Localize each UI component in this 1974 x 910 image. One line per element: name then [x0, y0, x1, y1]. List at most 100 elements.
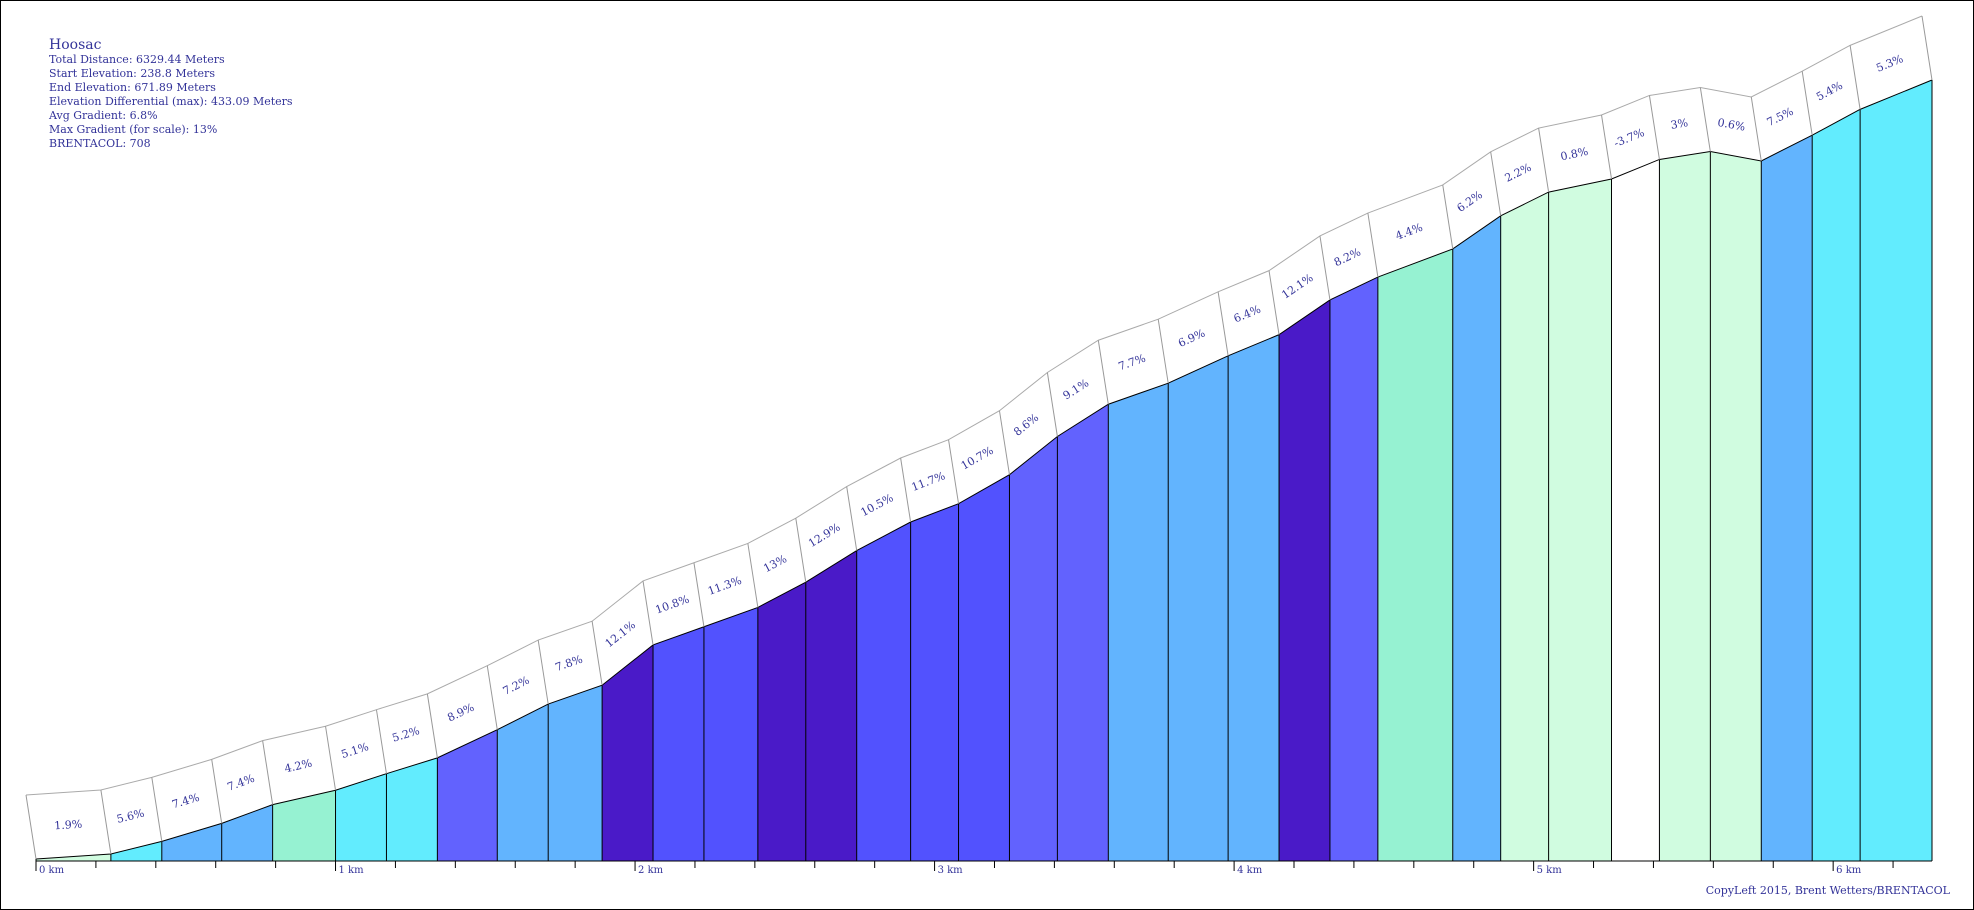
label-band-tick — [375, 709, 387, 774]
gradient-segment — [1659, 151, 1711, 862]
gradient-segment — [1452, 215, 1501, 861]
label-band-tick — [1097, 340, 1109, 405]
label-band-tick — [900, 457, 912, 523]
gradient-label: 6.9% — [1176, 327, 1207, 350]
label-band-tick — [1157, 319, 1169, 384]
profile-line — [35, 79, 1933, 860]
gradient-segment — [1611, 159, 1660, 861]
label-band-tick — [100, 789, 112, 855]
label-band-tick — [25, 794, 37, 860]
label-band-tick — [1319, 235, 1331, 301]
gradient-segment — [1761, 135, 1813, 862]
start-elevation: Start Elevation: 238.8 Meters — [49, 67, 215, 80]
gradient-label: 11.3% — [706, 574, 743, 598]
label-band-tick — [1849, 45, 1861, 110]
label-band-tick — [151, 777, 163, 842]
label-band-tick — [1601, 114, 1613, 180]
x-tick-label: 0 km — [39, 865, 65, 876]
total-distance: Total Distance: 6329.44 Meters — [49, 53, 225, 66]
gradient-segment — [958, 474, 1010, 861]
label-band-tick — [262, 740, 274, 805]
label-band-tick — [1217, 291, 1229, 356]
summary-panel: Hoosac Total Distance: 6329.44 Meters St… — [49, 37, 293, 151]
gradient-segment — [1108, 383, 1169, 861]
x-tick-label: 2 km — [638, 865, 664, 876]
x-tick-label: 6 km — [1836, 865, 1862, 876]
brentacol-score: BRENTACOL: 708 — [49, 137, 151, 150]
gradient-label: 12.9% — [806, 521, 843, 550]
avg-gradient: Avg Gradient: 6.8% — [49, 109, 158, 122]
gradient-label: 4.2% — [283, 757, 313, 776]
gradient-label: 10.5% — [859, 491, 896, 519]
label-band-tick — [1367, 212, 1379, 278]
gradient-label: 6.2% — [1455, 188, 1485, 215]
gradient-label: 10.7% — [959, 444, 996, 473]
label-band-tick — [1921, 15, 1933, 81]
x-tick-label: 5 km — [1537, 865, 1563, 876]
gradient-segment — [910, 503, 959, 861]
gradient-label: 11.7% — [910, 469, 947, 494]
gradient-segment — [161, 823, 222, 861]
gradient-segment — [1500, 192, 1549, 861]
label-band-tick — [642, 580, 654, 646]
gradient-label: 7.8% — [554, 653, 585, 675]
gradient-label: 8.9% — [445, 701, 476, 725]
gradient-segment — [1377, 248, 1453, 862]
gradient-segment — [1279, 299, 1330, 862]
gradient-label: 5.3% — [1874, 52, 1905, 75]
gradient-label: 0.6% — [1717, 116, 1747, 134]
label-band-tick — [998, 410, 1010, 475]
label-band-tick — [426, 693, 438, 758]
x-tick-label: 3 km — [938, 865, 964, 876]
gradient-label: 5.6% — [115, 807, 145, 826]
gradient-segment — [703, 607, 758, 861]
gradient-segment — [1057, 404, 1109, 861]
gradient-label: 10.8% — [654, 593, 691, 617]
gradient-label: 5.2% — [391, 724, 422, 745]
label-band-tick — [1046, 372, 1058, 437]
label-band-tick — [211, 759, 223, 824]
gradient-label: 8.2% — [1332, 245, 1363, 269]
gradient-segment — [1710, 151, 1762, 862]
label-band-tick — [795, 518, 807, 583]
end-elevation: End Elevation: 671.89 Meters — [49, 81, 216, 94]
gradient-segment — [497, 704, 549, 861]
gradient-segment — [1812, 109, 1861, 862]
label-band-tick — [1442, 184, 1454, 250]
gradient-label: 7.4% — [226, 772, 257, 794]
gradient-segment — [1860, 80, 1932, 861]
label-band-tick — [693, 562, 705, 627]
gradient-label: 7.7% — [1117, 352, 1148, 374]
gradient-label: 6.4% — [1232, 303, 1263, 326]
gradient-label: 7.2% — [501, 674, 532, 698]
x-tick-label: 4 km — [1237, 865, 1263, 876]
label-band-top — [25, 15, 1923, 796]
gradient-segment — [602, 644, 654, 861]
gradient-segment — [757, 582, 806, 861]
gradient-label: 8.6% — [1011, 411, 1041, 439]
label-band-tick — [537, 639, 549, 705]
label-band-tick — [1648, 95, 1660, 160]
gradient-label: 4.4% — [1394, 221, 1425, 243]
gradient-label: 5.1% — [340, 740, 371, 761]
gradient-label: 7.4% — [170, 791, 201, 811]
gradient-segment — [335, 773, 387, 861]
gradient-segment — [386, 757, 438, 861]
gradient-segment — [1329, 277, 1378, 861]
gradient-segment — [272, 790, 336, 861]
gradient-label: 9.1% — [1061, 376, 1092, 402]
gradient-segment — [548, 685, 603, 861]
copyleft-notice: CopyLeft 2015, Brent Wetters/BRENTACOL — [1705, 884, 1950, 897]
gradient-label: 0.8% — [1559, 145, 1589, 163]
gradient-segment — [1228, 334, 1280, 861]
gradient-label: -3.7% — [1612, 126, 1646, 150]
gradient-label: 5.4% — [1814, 79, 1845, 104]
gradient-label: 2.2% — [1503, 161, 1534, 185]
gradient-segment — [1168, 355, 1229, 861]
label-band-tick — [948, 439, 960, 504]
label-band-tick — [486, 665, 498, 730]
x-tick-label: 1 km — [339, 865, 365, 876]
gradient-segment — [805, 550, 857, 861]
elevation-differential: Elevation Differential (max): 433.09 Met… — [49, 95, 293, 108]
